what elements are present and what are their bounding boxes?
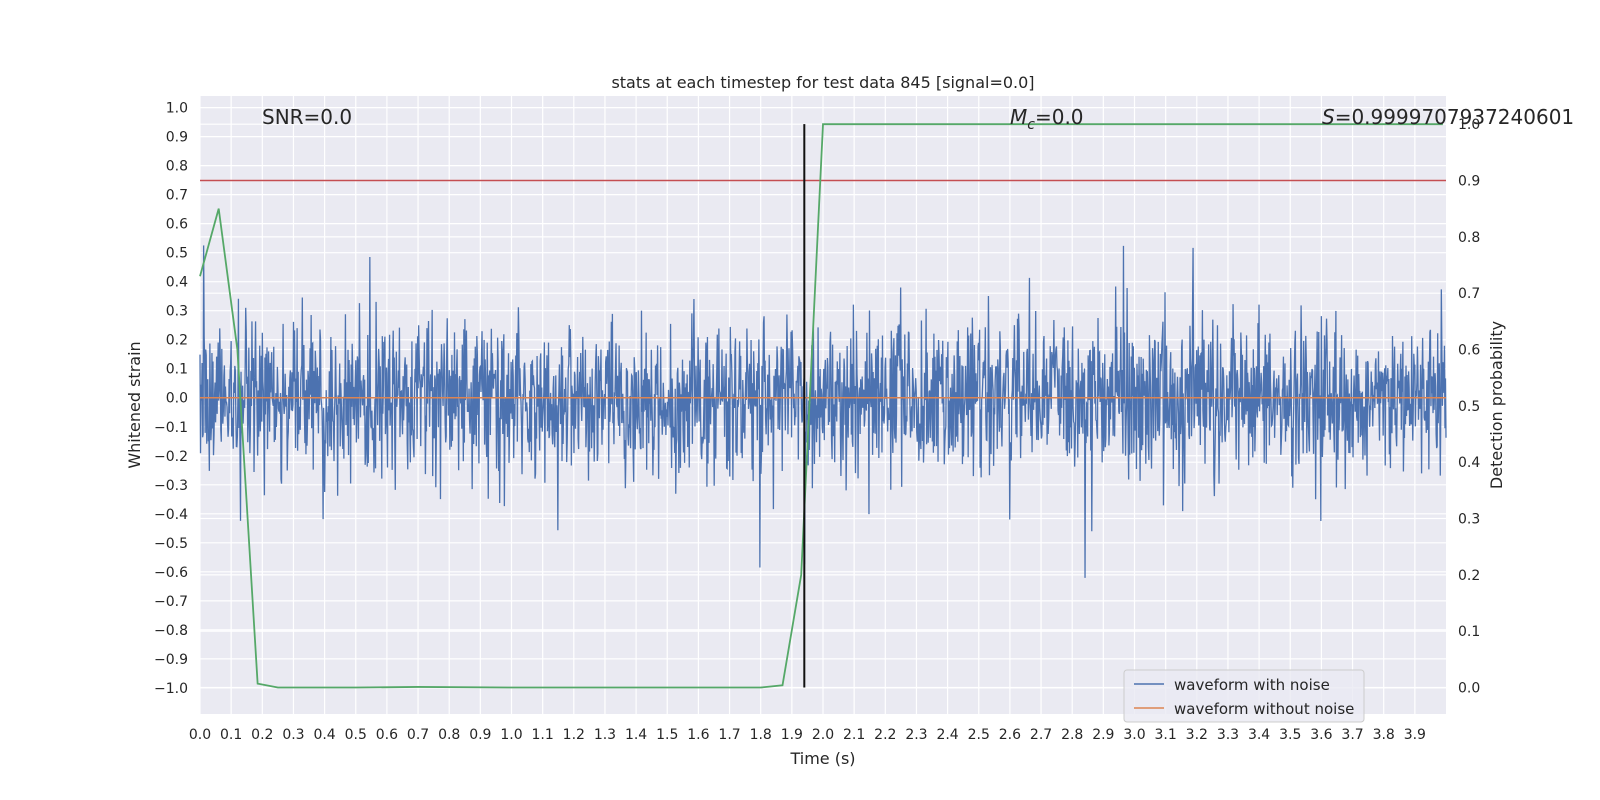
chirp-mass-symbol: M [1010,105,1027,129]
x-tick-label: 1.1 [532,727,554,743]
legend-label-waveform-with-noise: waveform with noise [1174,676,1330,694]
x-tick-label: 0.5 [345,727,367,743]
y-tick-label: −0.7 [154,594,188,610]
chirp-mass-subscript: c [1027,117,1035,133]
y-tick-labels: 1.0 0.9 0.8 0.7 0.6 0.5 0.4 0.3 0.2 0.1 0.0 −0.1 −0.… [154,101,188,697]
x-tick-label: 2.9 [1092,727,1114,743]
series-detection-probability [199,123,1443,689]
y2-tick-label: 0.4 [1458,455,1480,471]
x-tick-label: 3.8 [1373,727,1395,743]
x-tick-label: 1.4 [625,727,647,743]
y-tick-label: −0.4 [154,507,188,523]
x-tick-label: 2.4 [936,727,958,743]
x-tick-label: 0.9 [469,727,491,743]
y-tick-label: 0.0 [166,391,188,407]
x-tick-label: 2.6 [999,727,1021,743]
chirp-mass-annotation: Mc=0.0 [1010,105,1084,133]
x-tick-label: 0.4 [313,727,335,743]
x-tick-label: 3.9 [1404,727,1426,743]
y-tick-label: −0.1 [154,420,188,436]
x-tick-label: 0.6 [376,727,398,743]
y-tick-label: −0.3 [154,478,188,494]
y-tick-label: −0.5 [154,536,188,552]
x-tick-label: 0.0 [189,727,211,743]
score-value: =0.9999707937240601 [1335,105,1574,129]
y-tick-label: 0.2 [166,333,188,349]
y2-tick-label: 0.5 [1458,399,1480,415]
y-tick-label: 0.4 [166,275,188,291]
y-tick-label: 1.0 [166,101,188,117]
y2-tick-label: 0.9 [1458,174,1480,190]
x-tick-label: 1.2 [563,727,585,743]
x-tick-label: 0.8 [438,727,460,743]
x-tick-label: 2.1 [843,727,865,743]
y-tick-label: 0.1 [166,362,188,378]
series-layer [199,123,1447,689]
x-tick-label: 1.5 [656,727,678,743]
score-annotation: S=0.9999707937240601 [1322,105,1574,129]
snr-annotation: SNR=0.0 [262,105,352,129]
y2-tick-labels: 1.0 0.9 0.8 0.7 0.6 0.5 0.4 0.3 0.2 0.1 0.0 [1458,117,1480,696]
chirp-mass-value: =0.0 [1035,105,1084,129]
y2-tick-label: 0.8 [1458,230,1480,246]
x-tick-labels: 0.0 0.1 0.2 0.3 0.4 0.5 0.6 0.7 0.8 0.9 1.0 1.1 1.2 1… [189,727,1426,743]
x-tick-label: 3.0 [1123,727,1145,743]
y-tick-label: −0.2 [154,449,188,465]
x-tick-label: 2.5 [968,727,990,743]
y-tick-label: −0.8 [154,623,188,639]
y2-tick-label: 0.7 [1458,286,1480,302]
y2-tick-label: 0.0 [1458,681,1480,697]
score-symbol: S [1322,105,1335,129]
y-tick-label: 0.3 [166,304,188,320]
y-tick-label: 0.7 [166,188,188,204]
legend-box [1123,669,1365,723]
y2-axis-label: Detection probability [1487,321,1506,489]
x-tick-label: 3.2 [1186,727,1208,743]
legend-label-waveform-without-noise: waveform without noise [1174,700,1354,718]
y-tick-label: 0.8 [166,159,188,175]
x-axis-label: Time (s) [789,749,855,768]
y-axis-label: Whitened strain [125,341,144,468]
x-tick-label: 2.3 [905,727,927,743]
x-tick-label: 1.8 [750,727,772,743]
y2-tick-label: 0.2 [1458,568,1480,584]
x-tick-label: 1.7 [718,727,740,743]
x-tick-label: 0.7 [407,727,429,743]
x-tick-label: 1.0 [500,727,522,743]
x-tick-label: 0.1 [220,727,242,743]
x-tick-label: 2.8 [1061,727,1083,743]
y-tick-label: −0.9 [154,652,188,668]
x-tick-label: 3.4 [1248,727,1270,743]
y-tick-label: 0.5 [166,246,188,262]
x-tick-label: 3.5 [1279,727,1301,743]
y2-tick-label: 0.1 [1458,624,1480,640]
x-tick-label: 2.0 [812,727,834,743]
x-tick-label: 1.6 [687,727,709,743]
y2-tick-label: 0.3 [1458,512,1480,528]
x-tick-label: 3.6 [1310,727,1332,743]
x-tick-label: 2.2 [874,727,896,743]
x-tick-label: 2.7 [1030,727,1052,743]
x-tick-label: 0.3 [282,727,304,743]
y-tick-label: −1.0 [154,681,188,697]
legend: waveform with noise waveform without noi… [1123,669,1365,723]
y-tick-label: −0.6 [154,565,188,581]
series-waveform-with-noise [199,245,1447,578]
x-tick-label: 3.3 [1217,727,1239,743]
x-tick-label: 3.7 [1341,727,1363,743]
x-tick-label: 0.2 [251,727,273,743]
x-tick-label: 1.3 [594,727,616,743]
x-tick-label: 1.9 [781,727,803,743]
y2-tick-label: 0.6 [1458,343,1480,359]
y-tick-label: 0.6 [166,217,188,233]
y2-tick-label: 1.0 [1458,117,1480,133]
y-tick-label: 0.9 [166,130,188,146]
x-tick-label: 3.1 [1155,727,1177,743]
chart-title: stats at each timestep for test data 845… [611,73,1034,92]
